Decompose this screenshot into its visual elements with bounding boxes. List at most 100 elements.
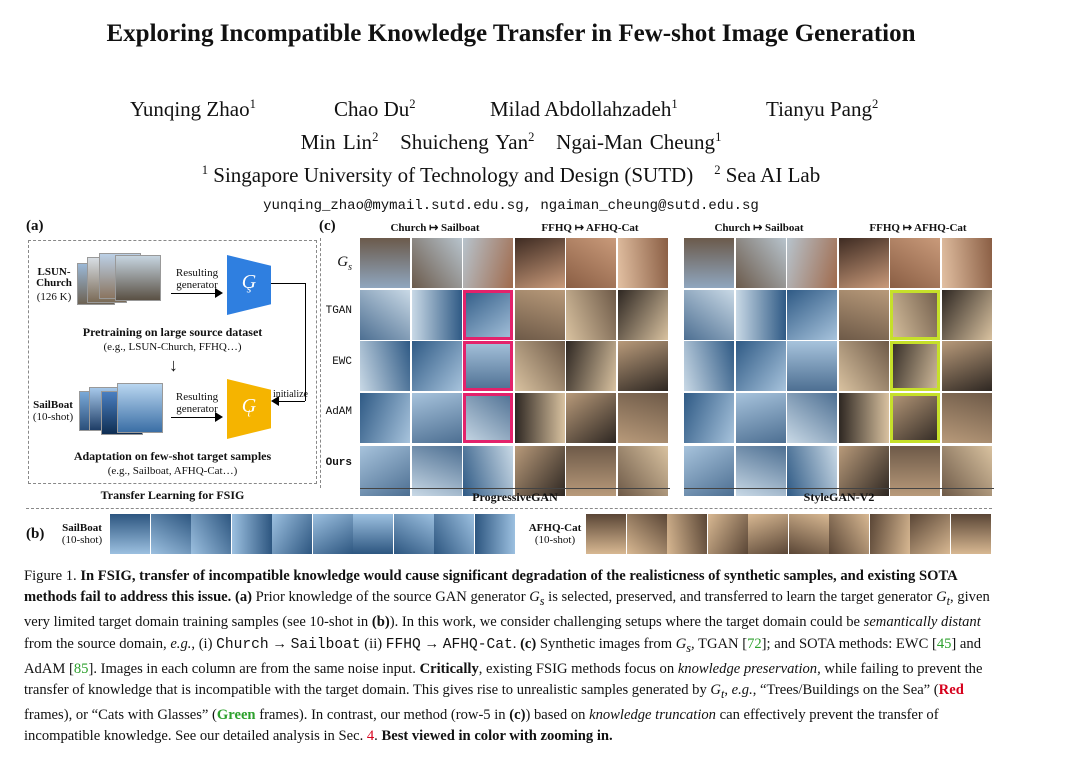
- sample-image: [684, 392, 734, 443]
- adapt-title: Adaptation on few-shot target samples: [73, 449, 272, 463]
- row-label: AdAM: [325, 406, 352, 418]
- cat-train-image: [626, 514, 667, 554]
- emails: yunqing_zhao@mymail.sutd.edu.sg, ngaiman…: [263, 198, 759, 214]
- sample-image: [463, 238, 513, 288]
- panel-b-divider: [26, 508, 992, 509]
- row-label: Ours: [325, 457, 352, 469]
- pretrain-title: Pretraining on large source dataset: [82, 325, 263, 339]
- panel-b-label: (b): [26, 526, 45, 542]
- column-header: Church ↦ Sailboat: [390, 222, 480, 234]
- group-underline: [360, 488, 670, 489]
- source-image: [115, 255, 161, 301]
- adapt-example: (e.g., Sailboat, AFHQ-Cat…): [107, 465, 238, 477]
- sample-image: [735, 341, 786, 391]
- panel-c-divider: [320, 238, 322, 488]
- group-label-styleganv2: StyleGAN-V2: [803, 490, 875, 504]
- sample-image: [890, 341, 940, 391]
- sample-image: [787, 341, 837, 391]
- panel-b-right-size: (10-shot): [534, 534, 576, 546]
- sample-image: [890, 238, 940, 288]
- sample-image: [941, 238, 992, 288]
- sample-image: [684, 238, 734, 288]
- cat-train-image: [707, 514, 748, 554]
- init-arrow-head: [271, 396, 279, 406]
- cat-train-image: [586, 514, 626, 554]
- authors-line-2: Min Lin2 Shuicheng Yan2 Ngai-Man Cheung1: [0, 130, 1022, 155]
- sample-image: [617, 238, 668, 288]
- panel-a-caption: Transfer Learning for FSIG: [100, 488, 245, 502]
- panel-b-left-size: (10-shot): [61, 534, 103, 546]
- ours-sample-image: [360, 446, 410, 496]
- sample-image: [411, 289, 462, 340]
- sample-image: [411, 341, 462, 391]
- author: Tianyu Pang2: [766, 97, 879, 121]
- sample-image: [890, 392, 940, 443]
- arrow-line: [171, 293, 221, 294]
- panel-b-left-name: SailBoat: [62, 522, 102, 534]
- sample-image: [787, 392, 837, 443]
- sailboat-train-image: [150, 514, 191, 554]
- sailboat-train-image: [474, 514, 515, 554]
- author: Yunqing Zhao1: [130, 97, 256, 121]
- author: Milad Abdollahzadeh1: [490, 97, 678, 121]
- author: Shuicheng Yan2: [400, 130, 535, 154]
- sample-image: [838, 341, 889, 391]
- sailboat-train-image: [353, 514, 393, 554]
- sailboat-train-image: [191, 514, 231, 554]
- target-dataset-name: SailBoat: [33, 399, 73, 411]
- figure-caption: Figure 1. In FSIG, transfer of incompati…: [24, 568, 990, 745]
- sample-image: [684, 341, 734, 391]
- ours-sample-image: [411, 446, 462, 496]
- sample-image: [617, 392, 668, 443]
- panel-b-right-name: AFHQ-Cat: [528, 522, 582, 534]
- sample-image: [514, 238, 565, 288]
- sailboat-train-image: [272, 514, 312, 554]
- sample-image: [735, 289, 786, 340]
- author: Chao Du2: [334, 97, 416, 121]
- arrow-head: [215, 288, 223, 298]
- sample-image: [838, 238, 889, 288]
- resulting-generator-label: Resulting generator: [175, 267, 219, 291]
- ours-sample-image: [890, 446, 940, 496]
- sample-image: [941, 289, 992, 340]
- group-label-progressivegan: ProgressiveGAN: [472, 490, 558, 504]
- ours-sample-image: [684, 446, 734, 496]
- paper-title: Exploring Incompatible Knowledge Transfe…: [106, 20, 916, 47]
- sample-image: [941, 392, 992, 443]
- sample-image: [463, 341, 513, 391]
- sample-image: [787, 238, 837, 288]
- sample-image: [787, 289, 837, 340]
- ours-sample-image: [617, 446, 668, 496]
- target-dataset-size: (10-shot): [32, 411, 74, 423]
- init-line-bottom: [273, 401, 305, 402]
- ours-sample-image: [838, 446, 889, 496]
- sample-image: [890, 289, 940, 340]
- cat-train-image: [869, 514, 910, 554]
- sample-image: [684, 289, 734, 340]
- cat-train-image: [788, 514, 829, 554]
- affiliations: 1 Singapore University of Technology and…: [201, 163, 821, 187]
- sample-image: [941, 341, 992, 391]
- down-arrow: ↓: [169, 355, 178, 375]
- sample-image: [463, 392, 513, 443]
- ours-sample-image: [566, 446, 616, 496]
- row-label: TGAN: [325, 305, 352, 317]
- cat-train-image: [829, 514, 869, 554]
- sample-image: [514, 341, 565, 391]
- row-label: EWC: [332, 356, 352, 368]
- author: Ngai-Man Cheung1: [556, 130, 722, 154]
- sample-image: [566, 289, 616, 340]
- caption-lead: In FSIG, transfer of incompatible knowle…: [24, 568, 957, 606]
- pretrain-example: (e.g., LSUN-Church, FFHQ…): [103, 341, 242, 353]
- sailboat-train-image: [110, 514, 150, 554]
- sample-image: [360, 238, 410, 288]
- author: Min Lin2: [300, 130, 379, 154]
- group-underline: [684, 488, 994, 489]
- initialize-label: initialize: [273, 389, 308, 400]
- sample-image: [566, 392, 616, 443]
- ours-sample-image: [463, 446, 513, 496]
- row-label-gs: Gs: [337, 254, 352, 273]
- cat-train-image: [950, 514, 991, 554]
- column-header: Church ↦ Sailboat: [714, 222, 804, 234]
